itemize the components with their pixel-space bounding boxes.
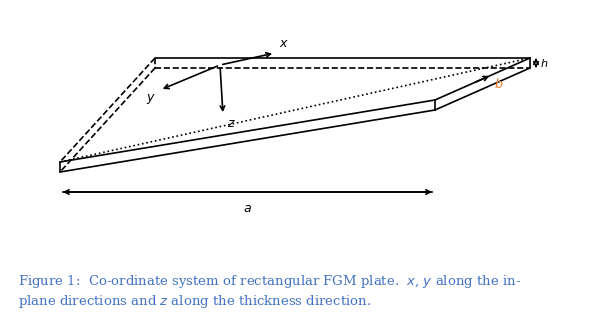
- Text: Figure 1:  Co-ordinate system of rectangular FGM plate.  $x$, $y$ along the in-
: Figure 1: Co-ordinate system of rectangu…: [18, 273, 521, 310]
- Text: $x$: $x$: [279, 37, 289, 50]
- Text: $y$: $y$: [146, 92, 156, 106]
- Text: $a$: $a$: [243, 202, 252, 215]
- Text: $z$: $z$: [227, 117, 236, 130]
- Text: $b$: $b$: [495, 77, 504, 91]
- Text: $h$: $h$: [540, 57, 548, 69]
